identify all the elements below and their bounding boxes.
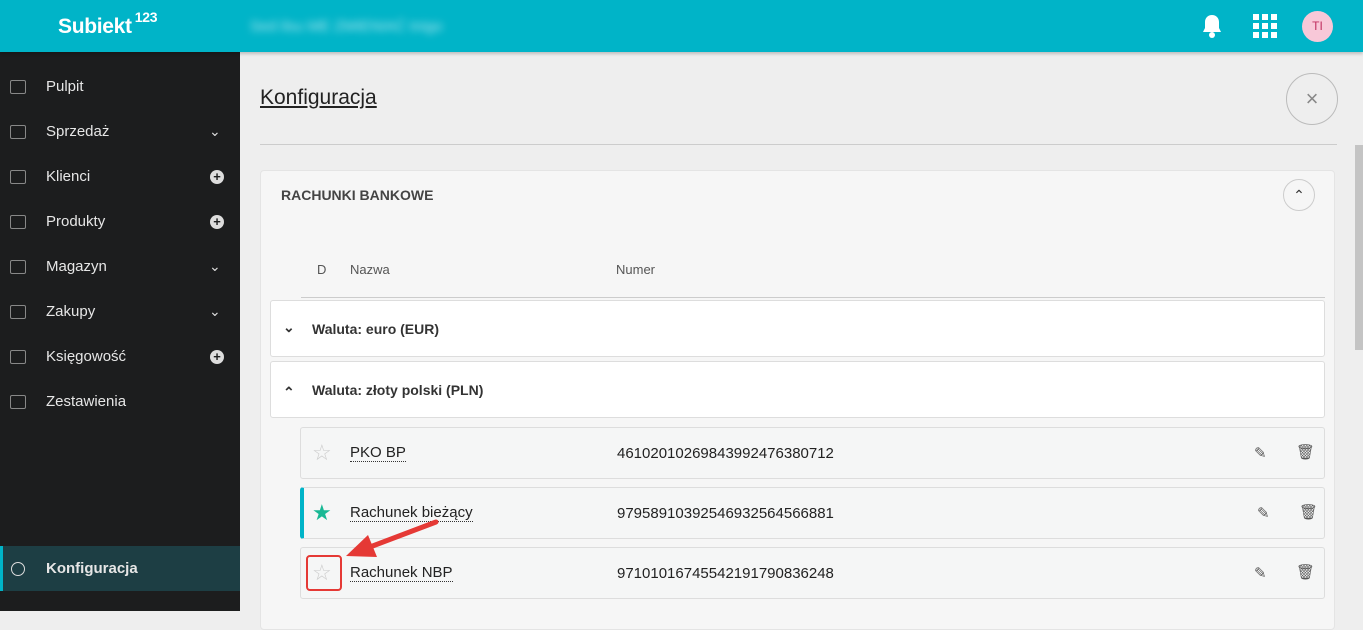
invoice-icon [10, 124, 26, 139]
account-name-link[interactable]: Rachunek NBP [350, 564, 453, 582]
sidebar-item-label: Zestawienia [46, 393, 127, 410]
sidebar-item-label: Pulpit [46, 78, 84, 95]
users-icon [10, 169, 26, 184]
star-outline-icon[interactable]: ☆ [312, 440, 332, 465]
account-name-link[interactable]: PKO BP [350, 444, 406, 462]
bank-accounts-section: RACHUNKI BANKOWE ⌃ D Nazwa Numer ⌄ Waluta… [260, 170, 1335, 630]
scrollbar[interactable] [1355, 145, 1363, 350]
divider [301, 297, 1325, 298]
group-label: Waluta: euro (EUR) [312, 321, 440, 337]
sidebar-item-zestawienia[interactable]: Zestawienia [0, 379, 240, 424]
presentation-icon [10, 394, 26, 409]
sidebar-item-label: Produkty [46, 213, 106, 230]
group-pln[interactable]: ⌃ Waluta: złoty polski (PLN) [270, 361, 1325, 418]
sidebar-item-label: Zakupy [46, 303, 96, 320]
column-header-default: D [317, 262, 327, 277]
main-content: Konfiguracja × RACHUNKI BANKOWE ⌃ D Nazw… [240, 52, 1363, 630]
sidebar-item-label: Sprzedaż [46, 123, 110, 140]
star-outline-icon[interactable]: ☆ [312, 560, 332, 585]
sidebar-item-zakupy[interactable]: Zakupy ⌄ [0, 289, 240, 334]
document-icon [10, 349, 26, 364]
close-button[interactable]: × [1286, 73, 1338, 125]
section-title: RACHUNKI BANKOWE [281, 187, 434, 203]
account-name-link[interactable]: Rachunek bieżący [350, 504, 473, 522]
wallet-icon [10, 304, 26, 319]
sidebar-item-label: Klienci [46, 168, 91, 185]
box-icon [10, 214, 26, 229]
plus-icon[interactable]: + [210, 214, 224, 229]
table-row: ☆ PKO BP 46102010269843992476380712 ✎ 🗑 [300, 427, 1325, 479]
account-number: 46102010269843992476380712 [617, 445, 834, 462]
plus-icon[interactable]: + [210, 349, 224, 364]
avatar[interactable]: TI [1302, 11, 1333, 42]
account-number: 97101016745542191790836248 [617, 565, 834, 582]
table-row: ☆ Rachunek NBP 9710101674554219179083624… [300, 547, 1325, 599]
group-eur[interactable]: ⌄ Waluta: euro (EUR) [270, 300, 1325, 357]
gear-icon [11, 561, 25, 576]
sidebar-item-sprzedaz[interactable]: Sprzedaż ⌄ [0, 109, 240, 154]
bell-icon[interactable] [1200, 13, 1224, 39]
sidebar-item-ksiegowosc[interactable]: Księgowość + [0, 334, 240, 379]
collapse-button[interactable]: ⌃ [1283, 179, 1315, 211]
monitor-icon [10, 79, 26, 94]
table-row: ★ Rachunek bieżący 979589103925469325645… [300, 487, 1325, 539]
sidebar: Pulpit Sprzedaż ⌄ Klienci + Produkty + Maga… [0, 52, 240, 611]
sidebar-item-klienci[interactable]: Klienci + [0, 154, 240, 199]
account-number: 97958910392546932564566881 [617, 505, 834, 522]
sidebar-item-label: Księgowość [46, 348, 127, 365]
sidebar-item-label: Magazyn [46, 258, 107, 275]
highlight-box [306, 555, 342, 591]
column-header-name[interactable]: Nazwa [350, 262, 390, 277]
sidebar-item-label: Konfiguracja [46, 560, 138, 577]
chevron-down-icon[interactable]: ⌄ [209, 258, 221, 274]
edit-icon[interactable]: ✎ [1254, 565, 1267, 582]
edit-icon[interactable]: ✎ [1254, 445, 1267, 462]
group-label: Waluta: złoty polski (PLN) [312, 382, 484, 398]
logo[interactable]: Subiekt 123 [58, 9, 158, 39]
sidebar-item-produkty[interactable]: Produkty + [0, 199, 240, 244]
trash-icon[interactable]: 🗑 [1296, 564, 1316, 581]
top-bar: Subiekt 123 Sed ilsu ME ZMIENIAĆ tnigo TI [0, 0, 1363, 52]
trash-icon[interactable]: 🗑 [1296, 444, 1316, 461]
chevron-up-icon: ⌃ [283, 384, 295, 400]
logo-text: Subiekt [58, 15, 132, 38]
logo-sup: 123 [134, 9, 158, 25]
sidebar-item-pulpit[interactable]: Pulpit [0, 64, 240, 109]
chevron-down-icon[interactable]: ⌄ [209, 303, 221, 319]
warehouse-icon [10, 259, 26, 274]
column-header-number[interactable]: Numer [616, 262, 656, 277]
chevron-down-icon[interactable]: ⌄ [209, 123, 221, 139]
edit-icon[interactable]: ✎ [1257, 505, 1270, 522]
trash-icon[interactable]: 🗑 [1299, 504, 1319, 521]
apps-grid-icon[interactable] [1253, 14, 1277, 38]
star-filled-icon[interactable]: ★ [312, 500, 332, 525]
sidebar-item-magazyn[interactable]: Magazyn ⌄ [0, 244, 240, 289]
page-title: Konfiguracja [260, 86, 377, 109]
sidebar-item-konfiguracja[interactable]: Konfiguracja [0, 546, 240, 591]
plus-icon[interactable]: + [210, 169, 224, 184]
chevron-down-icon: ⌄ [283, 319, 295, 335]
divider [260, 144, 1337, 145]
company-name: Sed ilsu ME ZMIENIAĆ tnigo [250, 18, 443, 35]
